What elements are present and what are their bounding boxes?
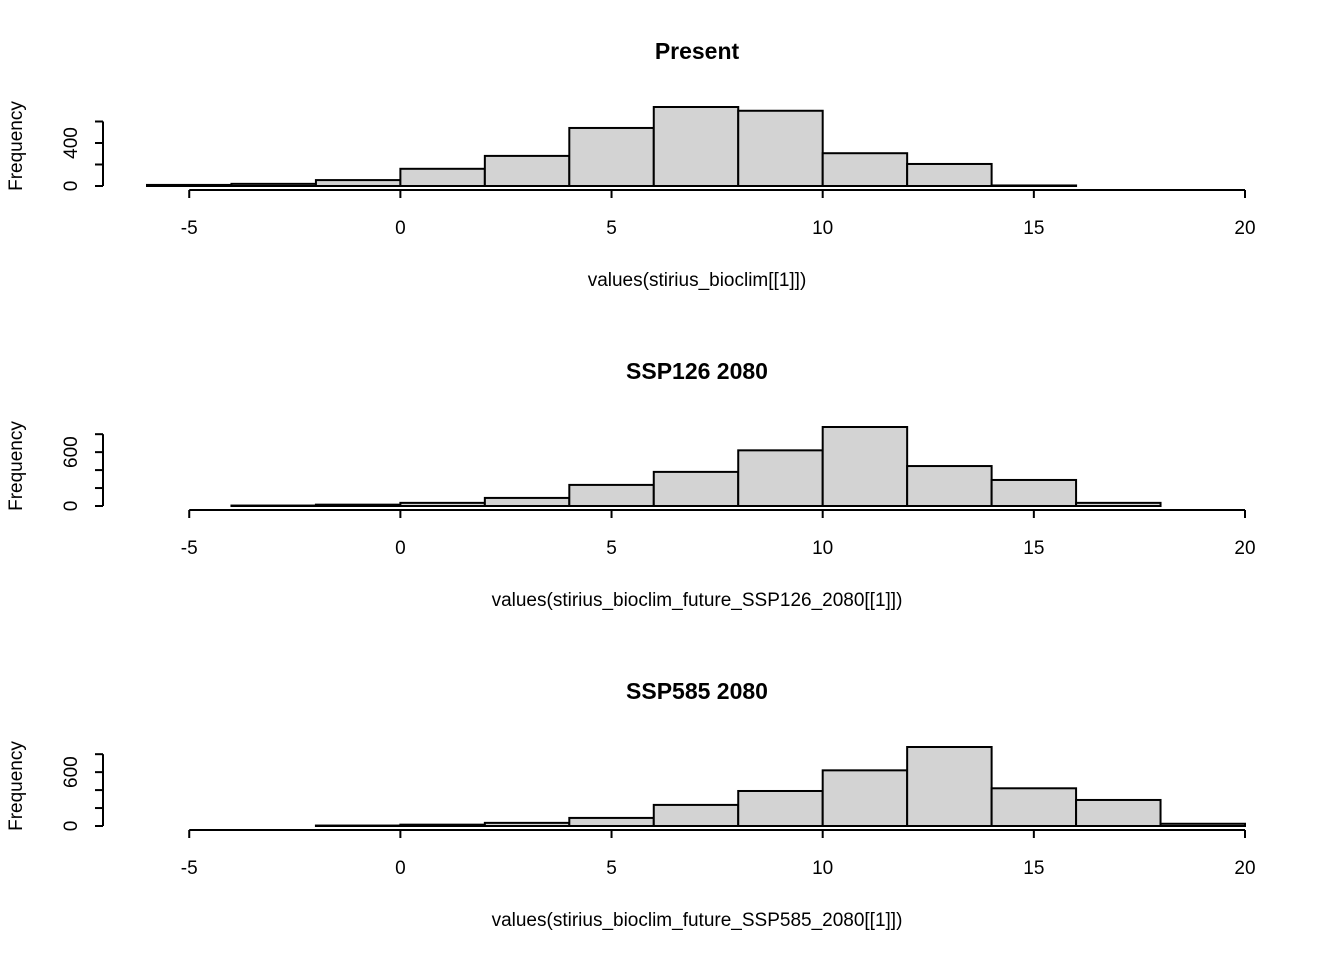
x-tick-label: 10 <box>812 218 833 239</box>
bar <box>568 126 655 187</box>
bar <box>483 154 571 187</box>
x-tick-label: 20 <box>1234 538 1255 559</box>
bar <box>737 789 824 828</box>
x-tick-label: 0 <box>395 858 406 879</box>
bar <box>483 821 571 828</box>
chart-title: Present <box>655 38 740 64</box>
x-tick-label: 0 <box>395 218 406 239</box>
bar <box>483 496 571 507</box>
bar <box>399 823 486 827</box>
bar <box>906 746 993 827</box>
chart-title: SSP585 2080 <box>626 678 768 704</box>
x-tick-label: 15 <box>1023 218 1044 239</box>
x-tick-label: -5 <box>181 538 198 559</box>
bar <box>652 803 740 827</box>
bar <box>314 179 402 188</box>
x-axis-label: values(stirius_bioclim_future_SSP126_208… <box>492 590 903 611</box>
x-tick-label: -5 <box>181 858 198 879</box>
y-axis-label: Frequency <box>6 741 27 831</box>
x-tick-label: 20 <box>1234 858 1255 879</box>
bar <box>990 787 1078 828</box>
x-tick-label: 15 <box>1023 538 1044 559</box>
y-tick-label: 0 <box>61 821 82 832</box>
bar <box>906 465 993 508</box>
x-axis-label: values(stirius_bioclim_future_SSP585_208… <box>492 910 903 931</box>
bar <box>906 162 993 188</box>
x-axis-label: values(stirius_bioclim[[1]]) <box>588 270 807 291</box>
bar <box>652 470 740 507</box>
y-tick-label: 0 <box>61 181 82 192</box>
bar <box>821 426 909 507</box>
x-tick-label: -5 <box>181 218 198 239</box>
bar <box>314 503 402 508</box>
y-axis-label: Frequency <box>6 421 27 511</box>
bar <box>568 483 655 508</box>
bar <box>737 449 824 508</box>
y-tick-label: 600 <box>61 756 82 788</box>
y-tick-label: 400 <box>61 127 82 159</box>
bar <box>821 152 909 187</box>
bar <box>568 816 655 828</box>
chart-title: SSP126 2080 <box>626 358 768 384</box>
x-tick-label: 10 <box>812 538 833 559</box>
bar <box>399 167 486 187</box>
bar <box>1159 822 1246 827</box>
x-tick-label: 10 <box>812 858 833 879</box>
bar <box>1075 501 1162 507</box>
x-tick-label: 5 <box>606 218 617 239</box>
x-tick-label: 20 <box>1234 218 1255 239</box>
bar <box>146 183 233 188</box>
bar <box>652 106 740 187</box>
x-tick-label: 15 <box>1023 858 1044 879</box>
bar <box>821 769 909 827</box>
bar <box>230 182 317 188</box>
y-tick-label: 600 <box>61 436 82 468</box>
bar <box>990 184 1078 188</box>
x-tick-label: 0 <box>395 538 406 559</box>
bar <box>399 501 486 507</box>
y-axis-label: Frequency <box>6 101 27 191</box>
bar <box>990 478 1078 508</box>
x-tick-label: 5 <box>606 858 617 879</box>
bar <box>1075 798 1162 827</box>
y-tick-label: 0 <box>61 501 82 512</box>
x-tick-label: 5 <box>606 538 617 559</box>
bar <box>737 109 824 187</box>
